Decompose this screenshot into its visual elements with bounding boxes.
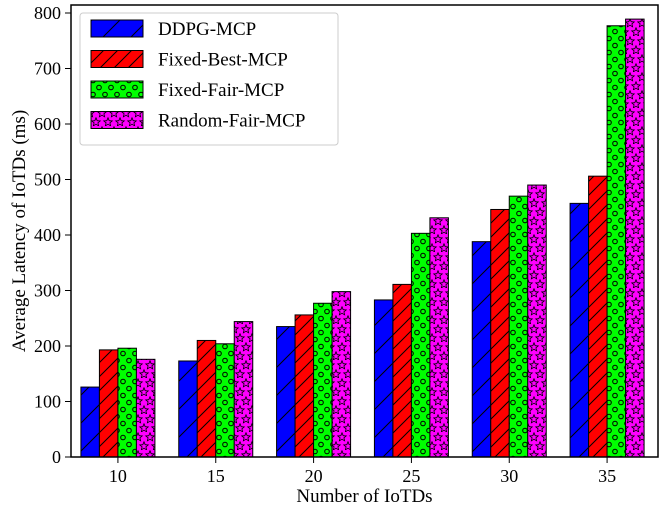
legend-swatch-pattern xyxy=(91,20,143,37)
bar-pattern-fixed-fair-mcp-20 xyxy=(313,303,333,457)
legend-label-fixed-fair-mcp: Fixed-Fair-MCP xyxy=(158,80,284,101)
y-tick-label: 500 xyxy=(34,170,61,190)
x-tick-label: 10 xyxy=(109,466,127,486)
bar-pattern-fixed-best-mcp-20 xyxy=(295,314,314,457)
legend-label-fixed-best-mcp: Fixed-Best-MCP xyxy=(158,50,288,71)
y-tick-label: 100 xyxy=(34,392,61,412)
bar-pattern-ddpg-mcp-35 xyxy=(570,203,589,457)
bar-pattern-fixed-best-mcp-25 xyxy=(392,284,412,457)
bar-pattern-random-fair-mcp-35 xyxy=(625,19,645,457)
x-axis-label: Number of IoTDs xyxy=(296,486,432,507)
bar-pattern-ddpg-mcp-15 xyxy=(178,360,198,457)
x-tick-label: 25 xyxy=(402,466,420,486)
bar-pattern-fixed-fair-mcp-15 xyxy=(215,343,235,457)
bar-pattern-fixed-fair-mcp-35 xyxy=(607,25,626,457)
bar-pattern-random-fair-mcp-15 xyxy=(234,321,253,457)
bar-pattern-ddpg-mcp-20 xyxy=(276,326,296,457)
y-tick-label: 300 xyxy=(34,281,61,301)
bar-pattern-fixed-fair-mcp-25 xyxy=(411,233,430,457)
bar-pattern-ddpg-mcp-30 xyxy=(472,241,491,457)
bar-pattern-random-fair-mcp-30 xyxy=(527,185,547,458)
legend-box xyxy=(79,12,339,146)
legend-swatch-pattern xyxy=(91,111,143,129)
y-tick-label: 800 xyxy=(34,3,61,23)
x-tick-label: 30 xyxy=(500,466,518,486)
y-tick-label: 700 xyxy=(34,59,61,79)
y-tick-label: 600 xyxy=(34,114,61,134)
x-tick-label: 20 xyxy=(305,466,323,486)
y-axis-label: Average Latency of IoTDs (ms) xyxy=(9,110,30,352)
x-axis: 10 15 20 25 30 35 xyxy=(109,457,616,486)
y-tick-label: 0 xyxy=(52,447,61,467)
legend-swatch-pattern xyxy=(91,81,143,98)
bar-pattern-ddpg-mcp-10 xyxy=(80,387,100,457)
x-tick-label: 35 xyxy=(598,466,616,486)
bar-pattern-random-fair-mcp-10 xyxy=(136,359,155,457)
bar-pattern-fixed-best-mcp-10 xyxy=(99,349,118,457)
y-axis: 0 100 200 300 400 500 600 700 800 xyxy=(34,3,71,467)
bar-pattern-random-fair-mcp-25 xyxy=(429,217,449,457)
bar-pattern-fixed-fair-mcp-30 xyxy=(509,196,528,457)
legend-label-random-fair-mcp: Random-Fair-MCP xyxy=(158,111,305,132)
x-tick-label: 15 xyxy=(207,466,225,486)
bar-pattern-fixed-best-mcp-35 xyxy=(588,176,608,458)
plot-frame xyxy=(70,4,659,458)
y-tick-label: 400 xyxy=(34,225,61,245)
legend: DDPG-MCP Fixed-Best-MCP Fixed-Fair-MCP Rand… xyxy=(79,12,339,146)
bars-layer xyxy=(80,18,645,458)
bar-pattern-ddpg-mcp-25 xyxy=(374,299,393,457)
bar-pattern-fixed-best-mcp-30 xyxy=(490,209,510,457)
legend-swatch-pattern xyxy=(91,50,143,68)
bar-pattern-fixed-best-mcp-15 xyxy=(197,340,216,457)
legend-label-ddpg-mcp: DDPG-MCP xyxy=(158,19,256,40)
bar-pattern-random-fair-mcp-20 xyxy=(332,291,351,457)
bar-pattern-fixed-fair-mcp-10 xyxy=(117,348,137,457)
y-tick-label: 200 xyxy=(34,336,61,356)
